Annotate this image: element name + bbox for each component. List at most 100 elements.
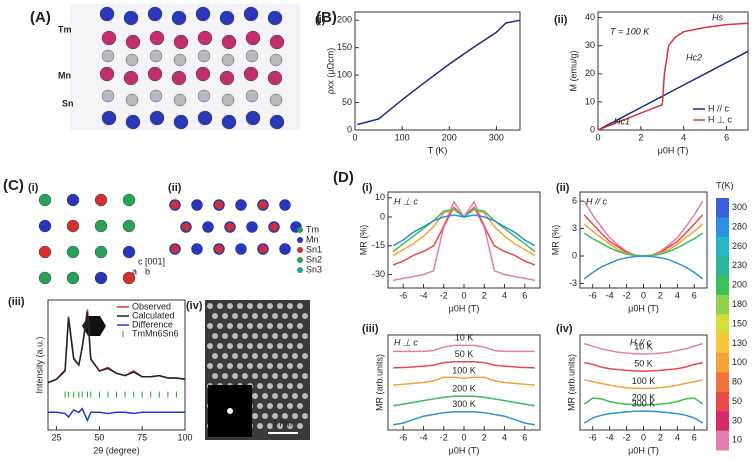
x-tick-label: -6 bbox=[399, 432, 407, 442]
atom bbox=[149, 30, 165, 46]
tem-dot bbox=[277, 403, 283, 409]
tem-dot bbox=[227, 303, 233, 309]
tem-dot bbox=[297, 403, 303, 409]
x-tick-label: -2 bbox=[440, 290, 448, 300]
atom bbox=[197, 30, 213, 46]
y-axis-label: MR (arb.units) bbox=[566, 354, 576, 411]
atom bbox=[101, 110, 117, 126]
tem-dot bbox=[287, 363, 293, 369]
series-line bbox=[392, 208, 536, 253]
tem-dot bbox=[297, 323, 303, 329]
crystal-image bbox=[70, 4, 300, 130]
x-tick-label: 6 bbox=[522, 290, 527, 300]
tem-dot bbox=[272, 393, 278, 399]
tem-dot bbox=[267, 303, 273, 309]
tem-dot bbox=[297, 383, 303, 389]
plot-frame bbox=[47, 299, 186, 431]
legend-label: TmMn6Sn6 bbox=[132, 328, 179, 338]
colorbar-segment bbox=[716, 314, 729, 335]
atom bbox=[257, 243, 269, 255]
atom bbox=[197, 49, 211, 63]
colorbar-segment bbox=[716, 217, 729, 238]
y-tick-label: 100 bbox=[337, 69, 352, 79]
x-tick-label: 2 bbox=[638, 132, 643, 142]
curve-label: 200 K bbox=[452, 384, 476, 394]
tem-dot bbox=[282, 353, 288, 359]
y-tick-label: 0 bbox=[572, 250, 577, 260]
atom bbox=[221, 34, 237, 50]
x-tick-label: 2 bbox=[658, 432, 663, 442]
atom bbox=[224, 221, 236, 233]
series-line bbox=[392, 395, 536, 407]
series-line bbox=[584, 361, 703, 373]
curve-label: 10 K bbox=[455, 333, 474, 343]
tem-dot bbox=[262, 333, 268, 339]
x-tick-label: 0 bbox=[595, 132, 600, 142]
x-tick-label: 0 bbox=[461, 432, 466, 442]
atom bbox=[147, 6, 163, 22]
tem-dot bbox=[227, 343, 233, 349]
colorbar-segment bbox=[716, 430, 729, 451]
legend-label: Tm bbox=[306, 224, 319, 234]
tem-dot bbox=[297, 423, 303, 429]
tem-dot bbox=[212, 353, 218, 359]
fft-spot bbox=[227, 408, 233, 414]
series-line bbox=[583, 397, 704, 406]
x-tick-label: -4 bbox=[419, 290, 427, 300]
tem-dot bbox=[207, 363, 213, 369]
atom bbox=[269, 53, 283, 67]
y-axis-label: ρxx (μΩcm) bbox=[325, 48, 335, 95]
tem-dot bbox=[272, 353, 278, 359]
atom bbox=[246, 221, 258, 233]
x-axis-label: μ0H (T) bbox=[628, 303, 659, 313]
legend-label: Sn1 bbox=[306, 244, 322, 254]
atom bbox=[173, 53, 187, 67]
scale-label: 2 nm bbox=[272, 418, 292, 428]
series-line bbox=[392, 411, 536, 426]
tem-dot bbox=[257, 303, 263, 309]
annotation: H ⊥ c bbox=[394, 196, 418, 206]
legend-label: H ⊥ c bbox=[708, 114, 732, 124]
atom bbox=[94, 193, 108, 207]
x-tick-label: 0 bbox=[641, 290, 646, 300]
tem-dot bbox=[227, 323, 233, 329]
y-tick-label: 50 bbox=[342, 97, 352, 107]
axis-label: a bbox=[132, 266, 137, 276]
legend-swatch bbox=[297, 257, 303, 263]
x-axis-label: μ0H (T) bbox=[449, 445, 480, 455]
annotation: H // c bbox=[586, 196, 608, 206]
y-tick-label: 40 bbox=[585, 12, 595, 22]
x-tick-label: -4 bbox=[606, 290, 614, 300]
x-tick-label: 25 bbox=[52, 432, 62, 442]
annotation: Hc1 bbox=[614, 116, 630, 126]
atom bbox=[173, 93, 187, 107]
y-axis-label: Intensity (a.u.) bbox=[34, 336, 44, 393]
tem-dot bbox=[217, 303, 223, 309]
tem-dot bbox=[302, 333, 308, 339]
legend-label: Sn2 bbox=[306, 254, 322, 264]
y-axis-label: M (emu/g) bbox=[568, 50, 578, 91]
annotation: Hc2 bbox=[686, 52, 702, 62]
tem-dot bbox=[257, 403, 263, 409]
x-tick-label: -4 bbox=[419, 432, 427, 442]
series-line bbox=[584, 379, 703, 390]
tem-dot bbox=[247, 323, 253, 329]
tem-dot bbox=[252, 393, 258, 399]
atom bbox=[213, 199, 225, 211]
colorbar-segment bbox=[716, 236, 729, 257]
colorbar-label: 100 bbox=[732, 357, 747, 367]
legend-swatch bbox=[297, 227, 303, 233]
legend-label: Observed bbox=[132, 301, 171, 311]
atom bbox=[173, 114, 189, 130]
atom bbox=[267, 10, 283, 26]
atom bbox=[195, 6, 211, 22]
annotation: Hs bbox=[712, 12, 723, 22]
legend-label: Mn bbox=[306, 234, 319, 244]
tem-dot bbox=[237, 363, 243, 369]
atom bbox=[267, 70, 283, 86]
axis-label: b bbox=[145, 266, 150, 276]
atom bbox=[268, 221, 280, 233]
atom bbox=[149, 89, 163, 103]
series-line bbox=[392, 199, 536, 282]
tem-dot bbox=[247, 343, 253, 349]
